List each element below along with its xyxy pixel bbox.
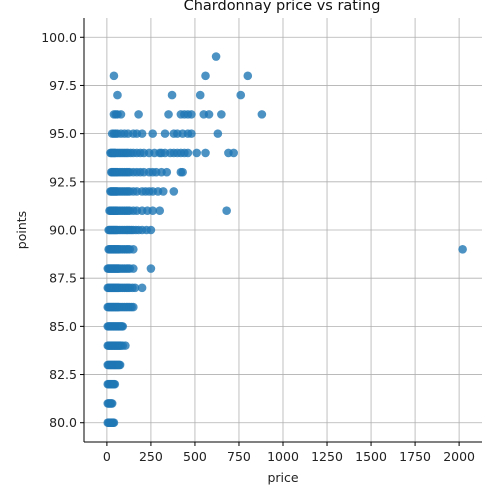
data-point — [121, 341, 130, 350]
data-point — [118, 322, 128, 331]
y-tick-label: 95.0 — [49, 126, 77, 141]
y-tick-label: 100.0 — [41, 30, 77, 45]
x-tick-label: 250 — [139, 449, 163, 464]
data-point — [167, 90, 177, 100]
data-point — [192, 148, 202, 158]
x-tick-label: 1000 — [267, 449, 299, 464]
data-point — [148, 129, 157, 138]
data-point — [129, 264, 138, 273]
y-tick-label: 92.5 — [49, 174, 77, 189]
data-point — [109, 71, 119, 81]
y-tick-label: 80.0 — [49, 415, 77, 430]
data-point — [129, 302, 138, 312]
data-point — [217, 110, 226, 119]
data-point — [158, 187, 168, 196]
data-point — [137, 129, 147, 138]
data-point — [134, 110, 143, 119]
data-point — [243, 71, 253, 81]
data-point — [178, 167, 187, 177]
data-point — [109, 418, 119, 428]
data-point — [187, 129, 196, 138]
data-points — [103, 52, 467, 428]
data-point — [187, 110, 196, 119]
grid-layer — [84, 18, 482, 442]
x-tick-label: 1250 — [311, 449, 343, 464]
data-point — [222, 206, 231, 216]
data-point — [107, 399, 117, 408]
chart-title: Chardonnay price vs rating — [184, 0, 381, 14]
x-ticks: 0 250 500 750 1000 1250 1500 1750 2000 — [103, 442, 475, 464]
data-point — [458, 244, 467, 254]
data-point — [130, 283, 140, 293]
y-tick-label: 87.5 — [49, 271, 77, 286]
x-axis-label: price — [267, 470, 298, 485]
data-point — [129, 244, 138, 254]
data-point — [195, 90, 205, 100]
data-point — [201, 148, 210, 158]
data-point — [110, 379, 120, 389]
y-axis-label: points — [14, 211, 29, 249]
data-point — [211, 52, 221, 61]
y-tick-label: 82.5 — [49, 367, 77, 382]
data-point — [257, 110, 267, 119]
x-tick-label: 1750 — [399, 449, 431, 464]
data-point — [164, 110, 173, 119]
data-point — [148, 206, 157, 216]
data-point — [229, 148, 238, 158]
x-tick-label: 1500 — [355, 449, 387, 464]
y-tick-label: 85.0 — [49, 319, 77, 334]
data-point — [146, 225, 156, 235]
data-point — [213, 129, 223, 138]
y-ticks: 80.0 82.5 85.0 87.5 90.0 92.5 95.0 97.5 100.0 — [41, 30, 84, 430]
data-point — [160, 129, 170, 138]
data-point — [169, 187, 179, 196]
data-point — [155, 206, 165, 216]
data-point — [204, 110, 214, 119]
data-point — [113, 90, 122, 100]
data-point — [137, 283, 147, 293]
data-point — [201, 71, 210, 81]
x-tick-label: 2000 — [443, 449, 475, 464]
data-point — [236, 90, 246, 100]
y-tick-label: 97.5 — [49, 78, 77, 93]
data-point — [115, 360, 125, 370]
x-tick-label: 500 — [183, 449, 207, 464]
x-tick-label: 750 — [227, 449, 251, 464]
data-point — [183, 148, 193, 158]
data-point — [162, 167, 172, 177]
data-point — [116, 110, 126, 119]
x-tick-label: 0 — [103, 449, 111, 464]
data-point — [146, 264, 156, 273]
y-tick-label: 90.0 — [49, 223, 77, 238]
